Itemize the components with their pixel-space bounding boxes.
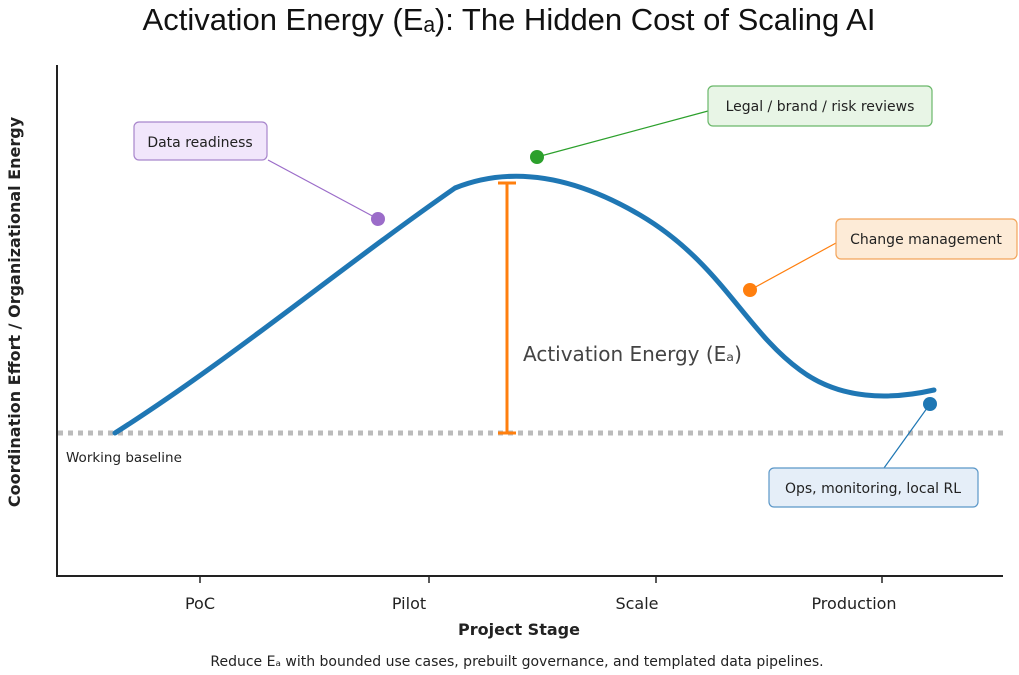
diagram-title: Activation Energy (Eₐ): The Hidden Cost … — [143, 2, 876, 37]
x-tick-label-production: Production — [811, 594, 896, 613]
x-tick-label-scale: Scale — [615, 594, 658, 613]
change-management-dot — [743, 283, 757, 297]
change-management-label: Change management — [850, 232, 1002, 248]
x-tick-label-poc: PoC — [185, 594, 215, 613]
change-management-box — [835, 218, 1018, 260]
ops-monitoring-dot — [923, 397, 937, 411]
activation-energy-label: Activation Energy (Eₐ) — [523, 342, 742, 366]
ops-monitoring-label: Ops, monitoring, local RL — [785, 481, 961, 497]
activation-energy-curve — [112, 173, 937, 436]
caption: Reduce Eₐ with bounded use cases, prebui… — [210, 654, 823, 670]
ops-monitoring-leader — [883, 403, 931, 469]
data-readiness-box — [133, 121, 268, 161]
data-readiness-label: Data readiness — [147, 135, 252, 151]
legal-reviews-leader — [536, 110, 709, 158]
legal-reviews-label: Legal / brand / risk reviews — [726, 99, 915, 115]
x-axis-label: Project Stage — [458, 620, 580, 639]
ops-monitoring-box — [768, 467, 979, 508]
y-axis-label: Coordination Effort / Organizational Ene… — [5, 116, 24, 507]
data-readiness-dot — [371, 212, 385, 226]
working-baseline-label: Working baseline — [66, 450, 182, 466]
data-readiness-leader — [267, 159, 379, 220]
legal-reviews-box — [707, 85, 933, 127]
legal-reviews-dot — [530, 150, 544, 164]
x-tick-label-pilot: Pilot — [392, 594, 426, 613]
change-management-leader — [749, 242, 837, 291]
